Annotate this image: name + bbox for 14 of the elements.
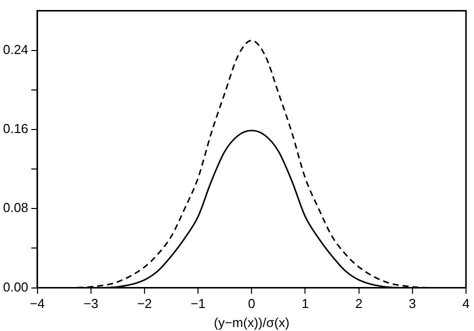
y-tick-label: 0.16 bbox=[2, 121, 28, 136]
x-tick-label: 1 bbox=[302, 296, 309, 312]
x-axis-title: (y−m(x))/σ(x) bbox=[214, 314, 290, 330]
y-tick-label: 0.08 bbox=[2, 200, 28, 216]
x-tick-label: 0 bbox=[248, 296, 256, 312]
x-tick-label: 3 bbox=[408, 296, 416, 312]
x-tick-label: −3 bbox=[83, 296, 98, 312]
x-tick-label: −1 bbox=[190, 296, 206, 312]
x-tick-label: −4 bbox=[30, 296, 45, 312]
x-tick-label: 2 bbox=[355, 296, 362, 312]
x-tick-label: 4 bbox=[462, 296, 470, 312]
text: 0.00 bbox=[2, 279, 28, 294]
x-tick-label: −2 bbox=[137, 296, 152, 312]
y-tick-label: 0.24 bbox=[2, 42, 28, 57]
